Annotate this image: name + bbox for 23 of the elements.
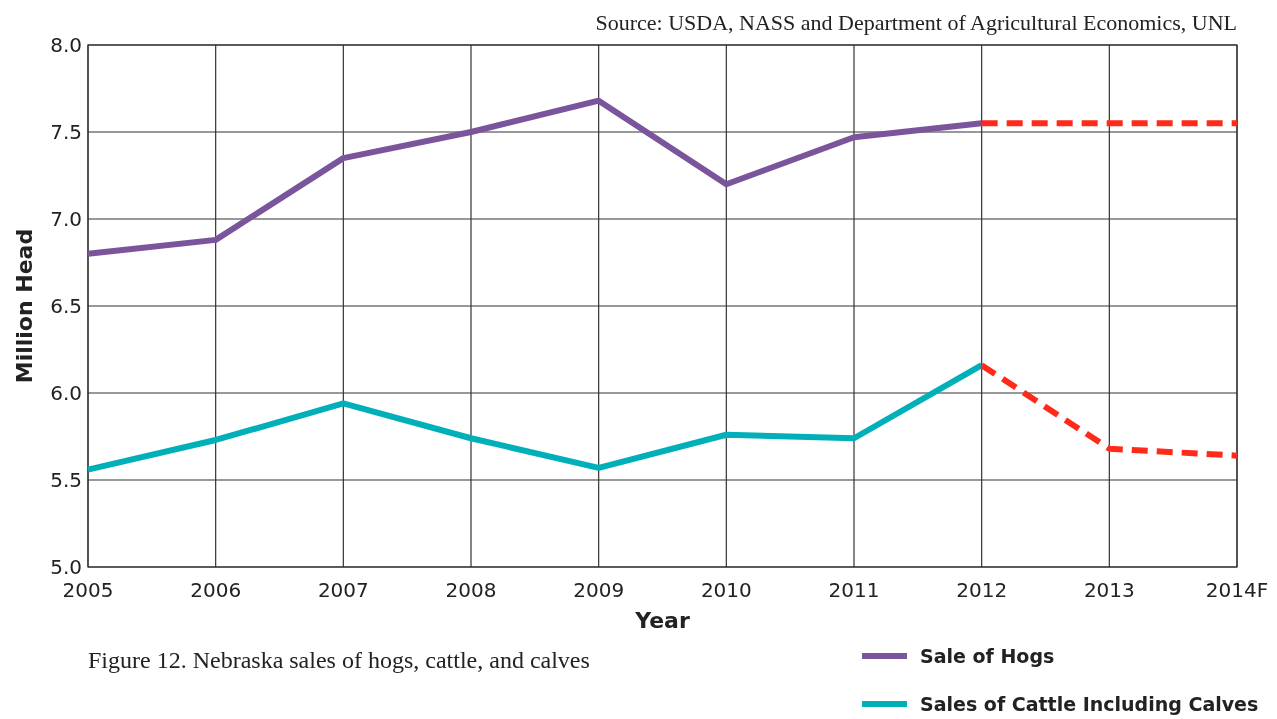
x-axis-title: Year (634, 608, 690, 633)
y-tick-label: 8.0 (50, 33, 82, 57)
x-tick-label: 2005 (62, 578, 114, 602)
y-tick-label: 6.0 (50, 381, 82, 405)
x-tick-label: 2013 (1083, 578, 1135, 602)
x-tick-label: 2009 (573, 578, 625, 602)
legend-label: Sales of Cattle Including Calves (920, 692, 1259, 715)
x-tick-label: 2008 (445, 578, 497, 602)
y-tick-label: 5.0 (50, 555, 82, 579)
y-tick-label: 7.0 (50, 207, 82, 231)
y-axis-title: Million Head (12, 228, 37, 384)
x-tick-label: 2012 (956, 578, 1008, 602)
y-tick-label: 5.5 (50, 468, 82, 492)
x-tick-label: 2014F (1205, 578, 1269, 602)
text: Figure 12. Nebraska sales of hogs, cattle, and calves (88, 647, 590, 673)
x-tick-label: 2007 (317, 578, 369, 602)
x-tick-label: 2006 (190, 578, 242, 602)
x-tick-label: 2010 (700, 578, 752, 602)
legend-label: Sale of Hogs (920, 644, 1055, 667)
y-tick-label: 6.5 (50, 294, 82, 318)
source-note: Source: USDA, NASS and Department of Agricultural Economics, UNL (595, 10, 1237, 35)
y-tick-label: 7.5 (50, 120, 82, 144)
x-tick-label: 2011 (828, 578, 880, 602)
